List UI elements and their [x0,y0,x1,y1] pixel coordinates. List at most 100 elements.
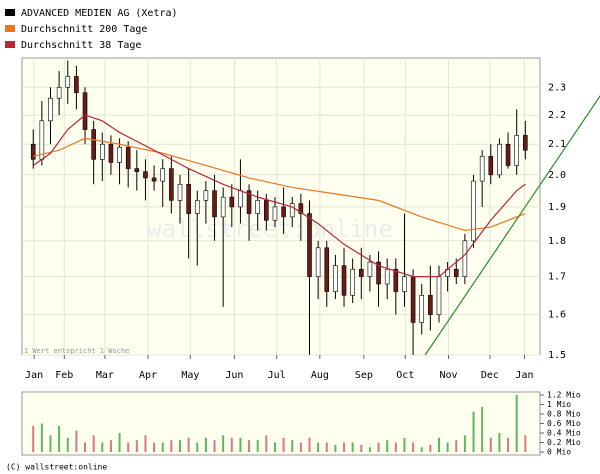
volume-bar [515,395,518,452]
volume-bar [420,447,423,452]
candle-body [272,206,278,221]
y-tick-label: 0.6 Mio [547,419,581,428]
candle-body [376,261,381,285]
candle-body [462,240,468,277]
y-tick-label: 1.2 Mio [547,391,581,400]
moving-average [33,137,526,232]
volume-bar [213,440,216,452]
x-tick-label: Dec [481,370,499,381]
volume-bar [368,447,371,452]
x-tick-label: Sep [355,370,373,381]
legend-swatch [5,9,15,16]
candle-body [82,92,88,130]
candle-body [436,276,442,315]
volume-bar [239,437,242,452]
y-tick-label: 1.5 [548,350,566,361]
volume-area [21,391,541,456]
candle-body [393,268,399,292]
candle-body [281,206,286,218]
volume-bar [248,440,251,452]
candle-body [91,129,96,160]
candle-body [160,168,166,182]
candle-body [324,247,330,292]
volume-bar [230,437,233,452]
volume-bar [377,442,380,452]
volume-bar [84,442,87,452]
watermark: wallstreet:online [147,215,393,243]
volume-bar [178,440,181,452]
volume-bar [498,433,501,452]
volume-bar [204,437,207,452]
volume-bar [273,442,276,452]
candle-body [514,135,519,166]
candle-body [384,268,390,285]
volume-bar [481,406,484,452]
volume-bar [308,437,311,452]
legend-label: Durchschnitt 38 Tage [21,40,141,51]
candle-body [30,143,36,160]
candle-body [220,196,226,218]
volume-bar [386,440,389,452]
volume-bar [118,433,121,452]
x-tick-label: Apr [139,370,157,381]
candle-body [298,203,304,214]
candle-body [341,265,347,296]
y-tick-label: 0.8 Mio [547,410,581,419]
y-tick-label: 1.7 [548,272,566,283]
candle-body [505,143,511,166]
volume-bar [299,442,302,452]
volume-bar [317,442,320,452]
candle-body [125,146,131,169]
candle-body [238,190,243,208]
volume-bar [360,444,363,452]
volume-bar [161,442,164,452]
y-tick-label: 1.6 [548,310,566,321]
candle-body [65,76,71,88]
volume-bar [265,435,268,452]
volume-bar [127,442,130,452]
candle-body [358,268,364,277]
volume-bar [109,440,112,452]
y-tick-label: 1 Mio [547,400,571,409]
candle-body [402,276,407,292]
volume-bar [153,442,156,452]
x-tick-label: Jan [515,370,533,381]
candle-body [177,183,183,201]
candle-body [523,135,528,151]
volume-bar [507,437,510,452]
candle-body [203,190,209,201]
volume-bar [170,440,173,452]
candle-body [117,146,122,163]
y-tick-label: 1.9 [548,202,566,213]
candle-body [315,247,321,277]
volume-bar [75,430,78,452]
x-tick-label: May [181,370,199,381]
y-tick-label: 2.2 [548,110,566,121]
legend-label: ADVANCED MEDIEN AG (Xetra) [21,8,178,19]
volume-bar [472,411,475,452]
volume-bar [343,442,346,452]
volume-bar [437,437,440,452]
x-tick-label: Oct [396,370,414,381]
volume-bar [291,440,294,452]
volume-bar [351,442,354,452]
candle-body [194,200,200,214]
y-tick-label: 0.2 Mio [547,438,581,447]
x-tick-label: Jan [25,370,43,381]
volume-bar [196,442,199,452]
candle-body [264,200,269,221]
footer: (C) wallstreet:online [6,463,107,472]
candle-body [143,171,148,179]
volume-bar [101,442,104,452]
candle-body [134,168,140,172]
x-tick-label: Nov [439,370,457,381]
volume-bar [256,440,259,452]
candle-body [350,268,355,296]
volume-bar [32,425,35,452]
candle-body [212,190,217,218]
legend-label: Durchschnitt 200 Tage [21,24,147,35]
volume-bar [92,435,95,452]
candle-body [488,155,494,176]
y-tick-label: 2.0 [548,170,566,181]
candle-body [255,200,260,214]
